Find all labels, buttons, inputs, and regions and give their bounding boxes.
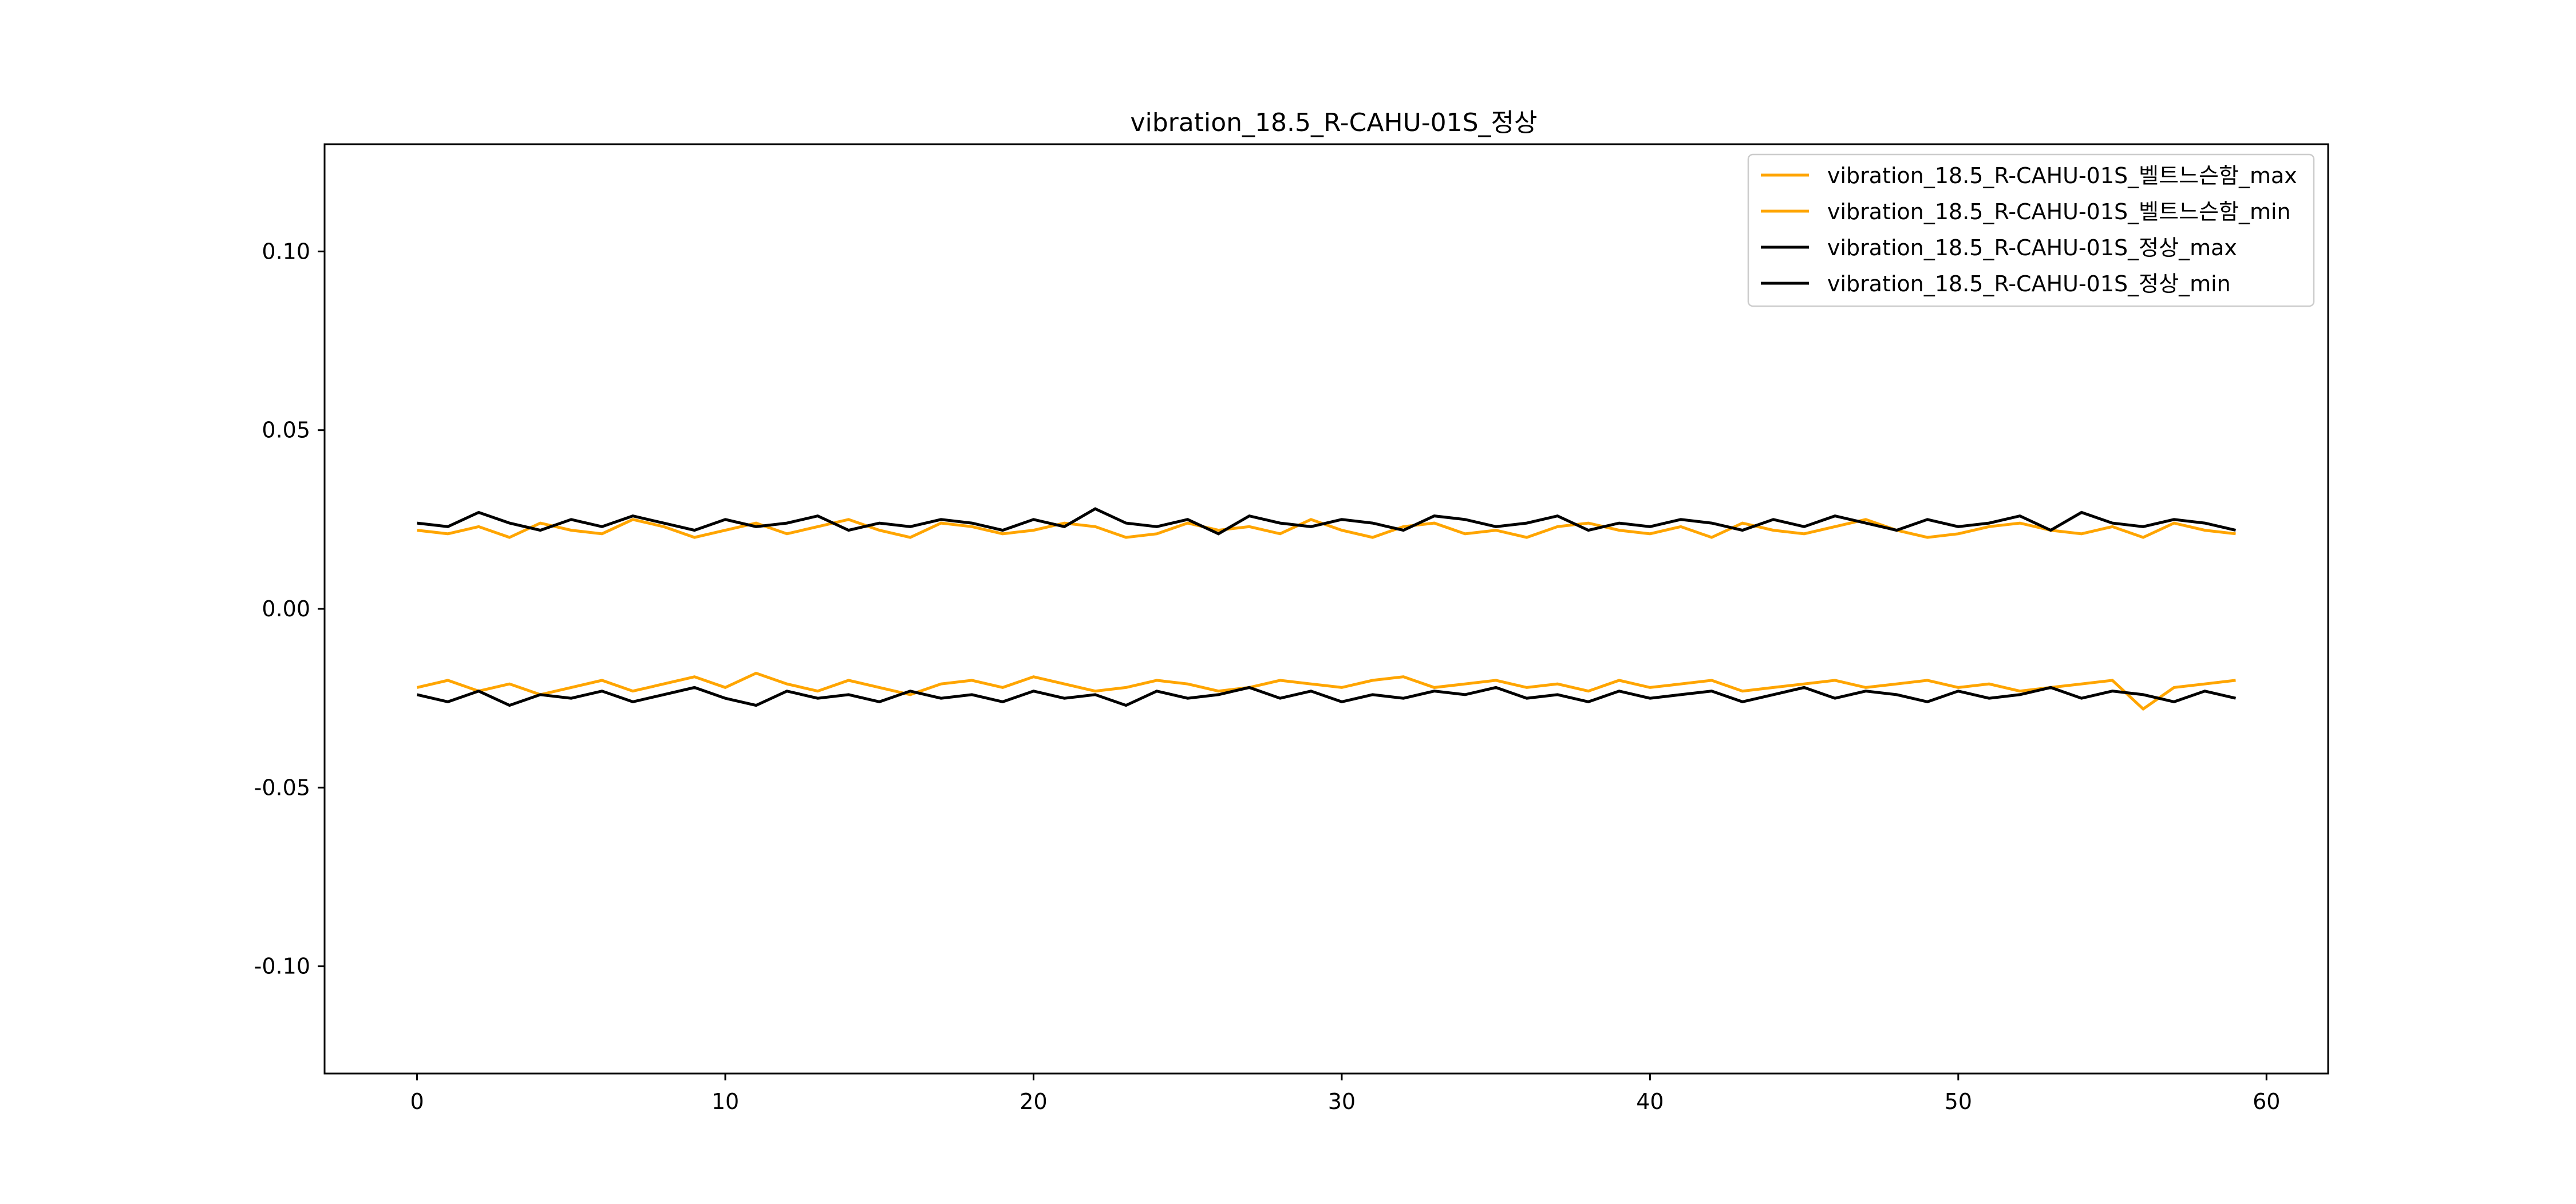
x-tick-label: 20	[1020, 1089, 1047, 1114]
y-tick-label: -0.10	[254, 954, 310, 979]
y-tick-label: 0.00	[262, 596, 310, 621]
legend-box	[1747, 153, 2315, 307]
x-tick-label: 0	[410, 1089, 424, 1114]
legend-label: vibration_18.5_R-CAHU-01S_벨트느슨함_min	[1827, 199, 2291, 224]
x-tick-label: 10	[712, 1089, 739, 1114]
y-tick-label: 0.05	[262, 418, 310, 443]
y-tick-label: 0.10	[262, 239, 310, 264]
y-tick-label: -0.05	[254, 775, 310, 800]
x-tick-label: 30	[1328, 1089, 1356, 1114]
legend: vibration_18.5_R-CAHU-01S_벨트느슨함_maxvibra…	[1747, 153, 2315, 307]
x-tick-label: 60	[2253, 1089, 2280, 1114]
series-line-2	[416, 671, 2236, 711]
series-line-3	[417, 507, 2237, 536]
series-line-1	[417, 518, 2236, 539]
series-line-4	[416, 686, 2237, 707]
legend-label: vibration_18.5_R-CAHU-01S_정상_max	[1827, 235, 2237, 260]
trace-group	[416, 507, 2237, 711]
legend-label: vibration_18.5_R-CAHU-01S_정상_min	[1827, 271, 2231, 296]
y-axis: 0.10 0.05 0.00 -0.05 -0.10	[254, 239, 325, 979]
legend-label: vibration_18.5_R-CAHU-01S_벨트느슨함_max	[1827, 163, 2297, 188]
chart-title: vibration_18.5_R-CAHU-01S_정상	[1130, 108, 1538, 137]
x-tick-label: 40	[1636, 1089, 1664, 1114]
x-tick-label: 50	[1945, 1089, 1972, 1114]
x-axis: 0 10 20 30 40 50 60	[410, 1074, 2280, 1114]
